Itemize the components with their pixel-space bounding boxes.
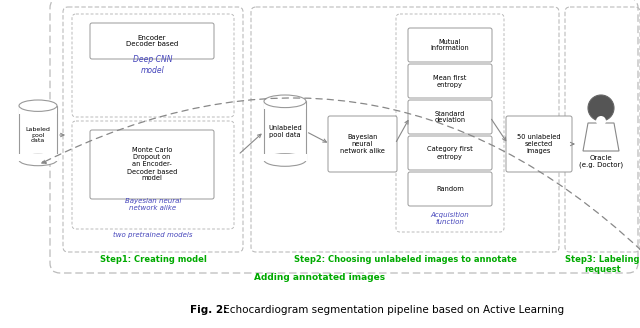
Ellipse shape [264, 154, 306, 166]
Text: Step1: Creating model: Step1: Creating model [100, 255, 207, 264]
Text: Encoder
Decoder based: Encoder Decoder based [126, 34, 178, 48]
Text: Labeled
pool
data: Labeled pool data [26, 127, 51, 143]
Ellipse shape [19, 154, 57, 166]
Text: Oracle
(e.g. Doctor): Oracle (e.g. Doctor) [579, 155, 623, 169]
Text: Mean first
entropy: Mean first entropy [433, 74, 467, 88]
Text: Standard
deviation: Standard deviation [435, 111, 465, 124]
FancyBboxPatch shape [408, 172, 492, 206]
Bar [264, 101, 306, 109]
Text: 50 unlabeled
selected
images: 50 unlabeled selected images [517, 134, 561, 154]
FancyBboxPatch shape [408, 136, 492, 170]
Text: Bayesian
neural
network alike: Bayesian neural network alike [340, 134, 385, 154]
Text: Step3: Labeling
request: Step3: Labeling request [565, 255, 640, 275]
FancyBboxPatch shape [328, 116, 397, 172]
Text: Random: Random [436, 186, 464, 192]
Bar [19, 106, 57, 160]
Text: Bayesian neural
network alike: Bayesian neural network alike [125, 198, 181, 212]
Text: Fig. 2:: Fig. 2: [190, 305, 227, 315]
Bar [264, 101, 306, 160]
Polygon shape [583, 123, 619, 151]
FancyBboxPatch shape [408, 64, 492, 98]
FancyArrowPatch shape [42, 98, 640, 250]
Text: Echocardiogram segmentation pipeline based on Active Learning: Echocardiogram segmentation pipeline bas… [220, 305, 564, 315]
Text: Category first
entropy: Category first entropy [427, 147, 473, 159]
Text: Mutual
Information: Mutual Information [431, 38, 469, 51]
Text: Unlabeled
pool data: Unlabeled pool data [268, 125, 302, 138]
Text: two pretrained models: two pretrained models [113, 232, 193, 238]
Ellipse shape [264, 95, 306, 108]
Circle shape [596, 116, 606, 126]
Bar [19, 106, 56, 114]
Bar [18, 154, 58, 161]
FancyBboxPatch shape [408, 28, 492, 62]
FancyBboxPatch shape [408, 100, 492, 134]
Text: Monte Carlo
Dropout on
an Encoder-
Decoder based
model: Monte Carlo Dropout on an Encoder- Decod… [127, 148, 177, 181]
Bar [263, 154, 307, 161]
FancyBboxPatch shape [90, 23, 214, 59]
FancyBboxPatch shape [506, 116, 572, 172]
Ellipse shape [19, 100, 57, 112]
Text: Step2: Choosing unlabeled images to annotate: Step2: Choosing unlabeled images to anno… [294, 255, 516, 264]
FancyBboxPatch shape [90, 130, 214, 199]
Text: Deep CNN
model: Deep CNN model [133, 55, 173, 75]
Text: Adding annotated images: Adding annotated images [255, 274, 385, 282]
Circle shape [588, 95, 614, 121]
Text: Acquisition
function: Acquisition function [431, 212, 469, 225]
